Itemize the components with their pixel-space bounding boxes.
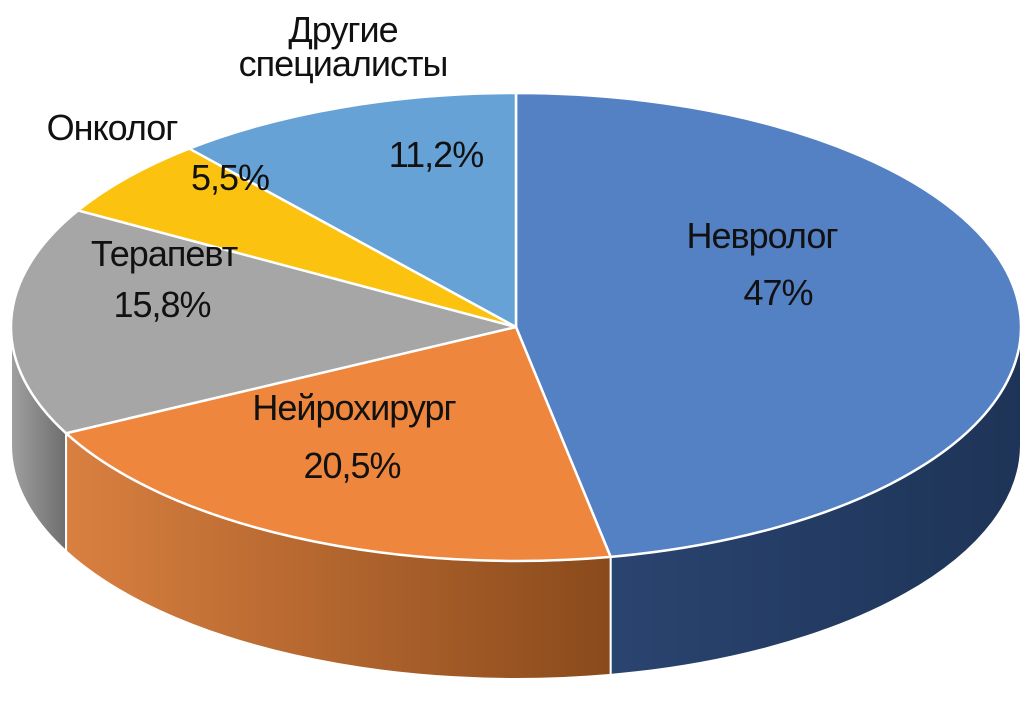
pie-slice-4 (187, 91, 518, 329)
pie-labels: Невролог 47% Нейрохирург 20,5% Терапевт 15,8%… (47, 9, 840, 486)
slice-category-label-1: Нейрохирург (252, 387, 456, 428)
pie-slice-1 (64, 325, 612, 563)
slice-value-label-2: 15,8% (113, 284, 210, 325)
slice-category-label-2: Терапевт (91, 233, 238, 274)
pie-slice-0 (514, 91, 1023, 559)
pie-slice-3 (76, 147, 518, 329)
pie-tops (9, 91, 1023, 563)
slice-value-label-1: 20,5% (303, 445, 400, 486)
slice-category-label-4-1: специалисты (239, 43, 448, 84)
slice-value-label-0: 47% (743, 272, 812, 313)
slice-value-label-4: 11,2% (389, 134, 483, 175)
pie-slice-2 (9, 209, 518, 435)
slice-category-label-4-0: Другие (288, 9, 397, 50)
slice-category-label-0: Невролог (687, 215, 839, 256)
slice-category-label-3: Онколог (47, 107, 179, 148)
slice-value-label-3: 5,5% (191, 157, 269, 198)
